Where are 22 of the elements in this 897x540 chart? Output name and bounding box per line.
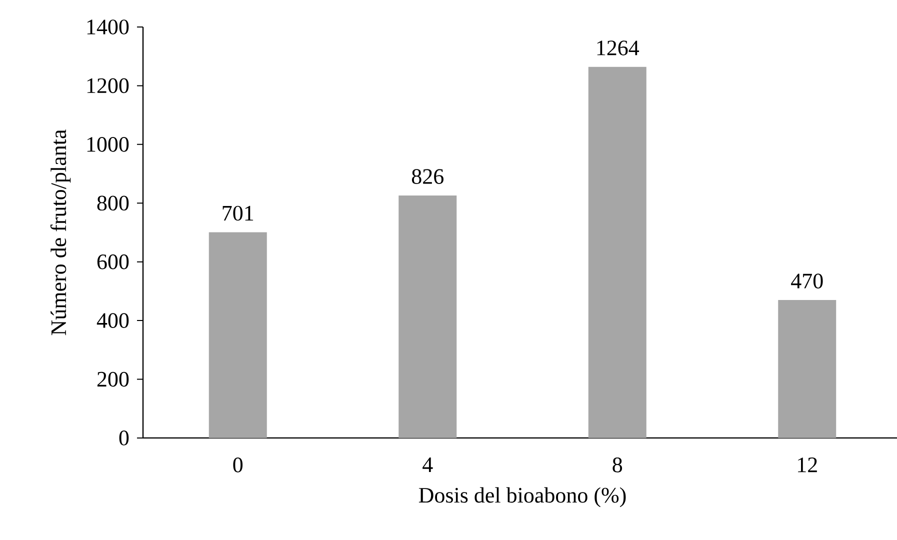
y-tick-label: 200 [97,372,129,387]
data-label: 701 [222,206,254,221]
x-tick-label: 0 [233,458,243,472]
y-tick-label: 0 [119,430,129,446]
x-axis-title: Dosis del bioabono (%) [418,487,626,508]
bar [208,232,267,438]
bar [588,66,646,438]
y-tick-label: 1400 [87,20,129,34]
y-tick-label: 800 [97,196,129,211]
y-tick-label: 600 [97,254,129,270]
x-tick-label: 12 [798,458,817,472]
y-axis-title: Número de fruto/planta [50,130,71,336]
x-tick-label: 4 [422,458,433,472]
data-label: 1264 [597,40,640,56]
data-label: 470 [791,274,823,288]
y-tick-label: 1000 [87,136,129,152]
y-tick-label: 400 [96,313,129,328]
y-tick-label: 1200 [87,78,129,94]
data-label: 826 [412,169,444,184]
bar [398,196,457,438]
x-tick-label: 8 [612,458,622,472]
bar [778,300,836,438]
